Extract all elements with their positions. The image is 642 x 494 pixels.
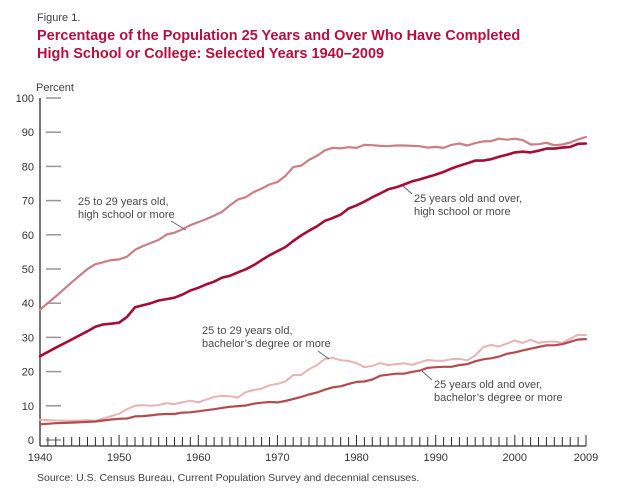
annotation-text: 25 to 29 years old, bbox=[202, 325, 293, 337]
figure-title-line1: Percentage of the Population 25 Years an… bbox=[37, 28, 521, 44]
x-tick-label: 1960 bbox=[186, 452, 210, 464]
annotation-text: 25 years old and over, bbox=[414, 193, 522, 205]
y-tick-label: 20 bbox=[22, 367, 34, 379]
y-tick-label: 10 bbox=[22, 401, 34, 413]
annotation-25-over-high-school: 25 years old and over, high school or mo… bbox=[402, 185, 522, 218]
annotation-leader-line bbox=[317, 350, 330, 360]
annotation-25-over-bachelors: 25 years old and over, bachelor’s degree… bbox=[421, 370, 563, 404]
y-tick-label: 60 bbox=[22, 230, 34, 242]
annotation-text: high school or more bbox=[78, 209, 175, 221]
annotation-text: bachelor’s degree or more bbox=[202, 338, 331, 350]
y-tick-label: 100 bbox=[16, 93, 34, 105]
x-tick-label: 1950 bbox=[107, 452, 131, 464]
chart-plot-layer: 0 10 20 30 40 50 60 70 80 90 100 1940 1950 1960 1970 19… bbox=[16, 93, 599, 464]
x-tick-label: 2000 bbox=[503, 452, 527, 464]
annotation-leader-line bbox=[402, 185, 413, 195]
y-tick-label: 80 bbox=[22, 161, 34, 173]
figure-title: Percentage of the Population 25 Years an… bbox=[37, 27, 597, 63]
figure-number-label: Figure 1. bbox=[37, 12, 81, 24]
y-tick-label: 90 bbox=[22, 127, 34, 139]
series-line bbox=[38, 338, 588, 426]
y-tick-label: 50 bbox=[22, 264, 34, 276]
y-tick-label: 30 bbox=[22, 332, 34, 344]
series-line bbox=[39, 333, 587, 422]
series-line bbox=[38, 142, 588, 358]
source-note: Source: U.S. Census Bureau, Current Popu… bbox=[37, 472, 420, 484]
x-tick-label: 1980 bbox=[344, 452, 368, 464]
annotation-text: 25 years old and over, bbox=[434, 379, 542, 391]
y-axis-unit-label: Percent bbox=[36, 82, 74, 94]
figure-title-line2: High School or College: Selected Years 1… bbox=[37, 46, 385, 62]
annotation-text: bachelor’s degree or more bbox=[434, 392, 563, 404]
annotation-text: 25 to 29 years old, bbox=[78, 196, 169, 208]
x-tick-label: 1990 bbox=[423, 452, 447, 464]
annotation-leader-line bbox=[170, 220, 187, 231]
x-tick-label: 2009 bbox=[574, 452, 598, 464]
series-line bbox=[38, 135, 588, 311]
y-tick-label: 70 bbox=[22, 196, 34, 208]
y-tick-label: 40 bbox=[22, 298, 34, 310]
x-tick-label: 1940 bbox=[28, 452, 52, 464]
y-tick-label: 0 bbox=[28, 435, 34, 447]
annotation-text: high school or more bbox=[414, 206, 511, 218]
annotation-leader-line bbox=[421, 370, 433, 381]
annotation-25-29-bachelors: 25 to 29 years old, bachelor’s degree or… bbox=[202, 325, 331, 360]
x-tick-label: 1970 bbox=[265, 452, 289, 464]
annotation-25-29-high-school: 25 to 29 years old, high school or more bbox=[78, 196, 187, 231]
